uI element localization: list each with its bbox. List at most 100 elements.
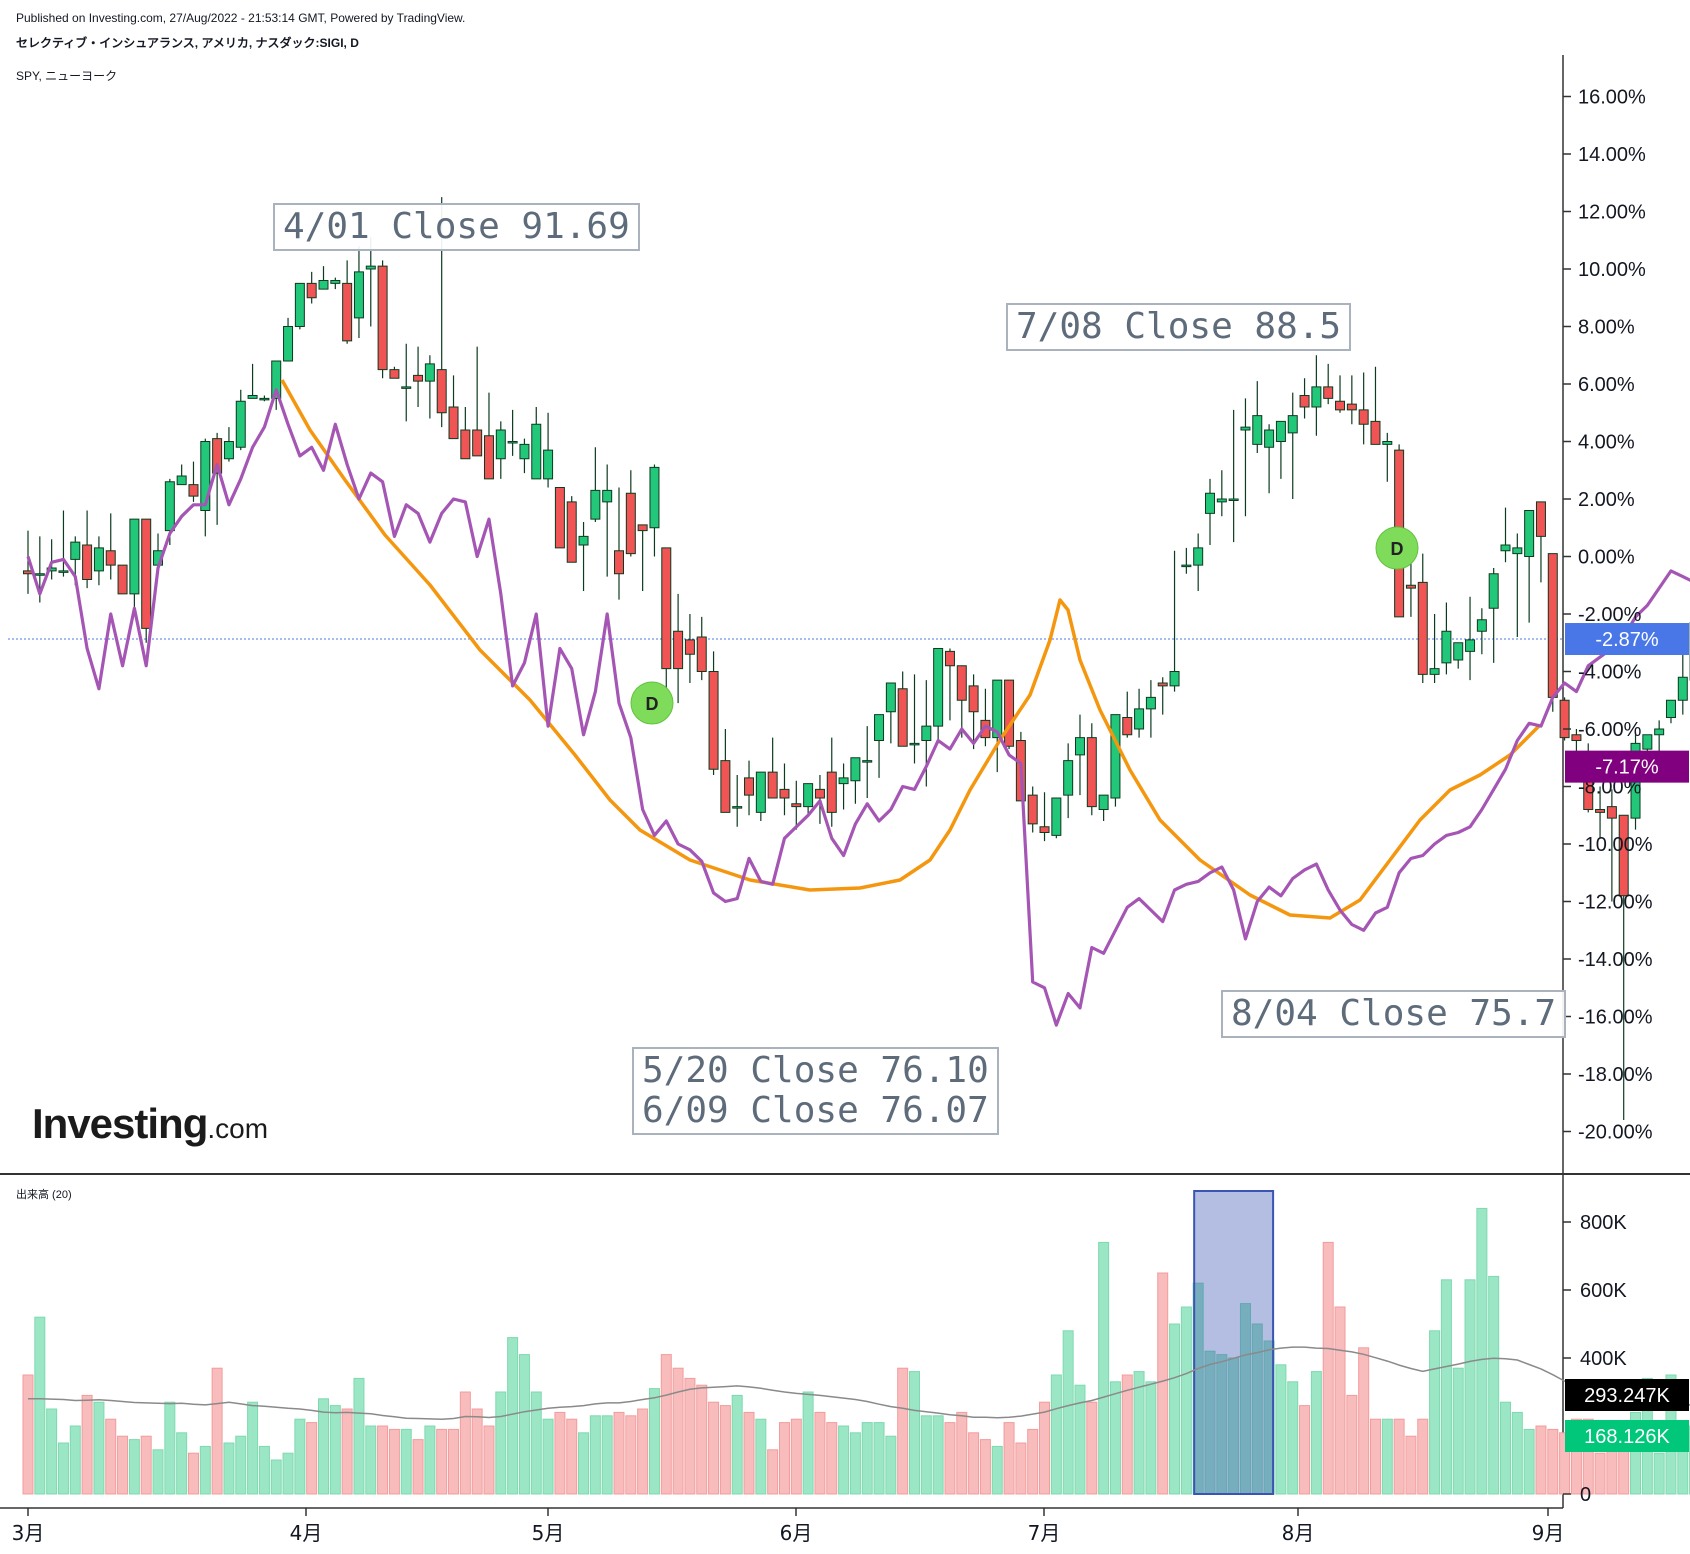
- candle-body: [673, 630, 684, 670]
- candle-body: [1677, 676, 1688, 701]
- volume-bar: [318, 1398, 329, 1495]
- volume-bar: [920, 1415, 932, 1495]
- candle-body: [283, 326, 294, 362]
- y-tick-label: 6.00%: [1578, 374, 1635, 396]
- candle-body: [1618, 814, 1629, 897]
- x-tick-label: 9月: [1532, 1521, 1565, 1545]
- volume-bar: [1570, 1418, 1582, 1495]
- spy-last-badge-bg: [1565, 750, 1689, 783]
- volume-bar: [802, 1391, 814, 1495]
- candle-body: [1264, 429, 1275, 448]
- candle-body: [424, 363, 435, 382]
- candle-body: [625, 492, 636, 555]
- volume-bar: [530, 1391, 542, 1495]
- volume-bar: [424, 1425, 436, 1495]
- sigi-last-badge-text: -2.87%: [1595, 629, 1659, 651]
- candle-body: [271, 360, 282, 399]
- candle-body: [1346, 403, 1357, 411]
- volume-bar: [1393, 1418, 1405, 1495]
- candle-body: [1110, 714, 1121, 799]
- annotation-7-08-close: 7/08 Close 88.5: [1006, 303, 1352, 351]
- volume-bar: [731, 1394, 743, 1495]
- candle-body: [1441, 630, 1452, 664]
- volume-bar: [1062, 1330, 1074, 1495]
- volume-bar: [790, 1418, 802, 1495]
- price-badges: -2.87% -7.17% 293.247K 168.126K: [1565, 623, 1689, 1452]
- candle-body: [578, 535, 589, 546]
- candle-body: [814, 788, 825, 799]
- volume-bar: [1098, 1241, 1110, 1495]
- volume-bar: [93, 1401, 105, 1495]
- spy-polyline: [26, 388, 1690, 1027]
- volume-bar: [1535, 1425, 1547, 1495]
- volume-bar: [400, 1428, 412, 1495]
- candle-body: [93, 547, 104, 572]
- volume-bar: [1322, 1241, 1334, 1495]
- candle-body: [968, 685, 979, 713]
- spy-last-badge-text: -7.17%: [1595, 757, 1659, 779]
- volume-bar: [909, 1371, 920, 1495]
- volume-bar: [211, 1367, 223, 1495]
- candle-body: [543, 449, 554, 480]
- candle-body: [566, 501, 577, 563]
- volume-bar: [1109, 1381, 1121, 1495]
- volume-bar: [944, 1422, 956, 1495]
- candle-body: [70, 541, 81, 560]
- volume-bar: [554, 1411, 566, 1495]
- y-tick-label: -6.00%: [1578, 719, 1642, 741]
- volume-bar: [778, 1422, 790, 1495]
- candle-body: [436, 369, 447, 414]
- candle-body: [306, 282, 317, 299]
- candle-body: [259, 397, 270, 401]
- volume-bar: [270, 1459, 282, 1495]
- spy-last-badge: -7.17%: [1565, 750, 1689, 783]
- volume-bar: [578, 1432, 590, 1495]
- candle-body: [247, 395, 258, 399]
- candle-body: [448, 406, 459, 440]
- volume-bar: [1358, 1347, 1370, 1495]
- volume-bar: [105, 1418, 117, 1495]
- y-tick-label: -10.00%: [1578, 834, 1653, 856]
- candle-body: [1063, 760, 1074, 796]
- volume-bar: [1334, 1306, 1346, 1495]
- vol-tick-label: 400K: [1580, 1348, 1627, 1370]
- volume-bar: [991, 1445, 1003, 1495]
- volume-bar: [306, 1422, 318, 1495]
- volume-pane-label: 出来高 (20): [16, 1189, 72, 1201]
- volume-bar: [932, 1415, 944, 1495]
- volume-bar: [1074, 1384, 1086, 1495]
- candlestick-series: [23, 197, 1690, 1120]
- volume-bar: [22, 1374, 34, 1495]
- volume-bar: [979, 1439, 991, 1495]
- candle-body: [1193, 547, 1204, 566]
- volume-bar: [814, 1411, 826, 1495]
- candle-body: [1500, 544, 1511, 552]
- candle-body: [1228, 498, 1239, 501]
- candle-body: [1524, 510, 1535, 557]
- y-tick-label: -2.00%: [1578, 604, 1642, 626]
- candle-body: [874, 714, 885, 741]
- candle-body: [1181, 564, 1192, 568]
- candle-body: [755, 771, 766, 813]
- volume-bar: [1003, 1422, 1015, 1495]
- x-tick-label: 3月: [12, 1521, 45, 1545]
- volume-bar: [187, 1452, 199, 1495]
- candle-body: [1051, 797, 1062, 836]
- candle-body: [1287, 415, 1298, 434]
- dividend-marker: D: [630, 681, 674, 725]
- volume-bar: [1464, 1279, 1476, 1495]
- volume-highlight-box: [1193, 1190, 1275, 1495]
- candle-body: [1311, 386, 1322, 408]
- candle-body: [235, 400, 246, 448]
- candle-body: [34, 573, 45, 576]
- candle-body: [483, 435, 494, 480]
- vol-last-badge-bg: [1565, 1420, 1689, 1452]
- candle-body: [944, 650, 955, 667]
- volume-bar: [1511, 1411, 1523, 1495]
- volume-bar: [1015, 1442, 1027, 1495]
- candle-body: [1299, 395, 1310, 408]
- volume-bar: [1133, 1371, 1145, 1495]
- candle-body: [1559, 699, 1570, 739]
- volume-bar: [589, 1415, 601, 1495]
- volume-bar: [1488, 1275, 1500, 1495]
